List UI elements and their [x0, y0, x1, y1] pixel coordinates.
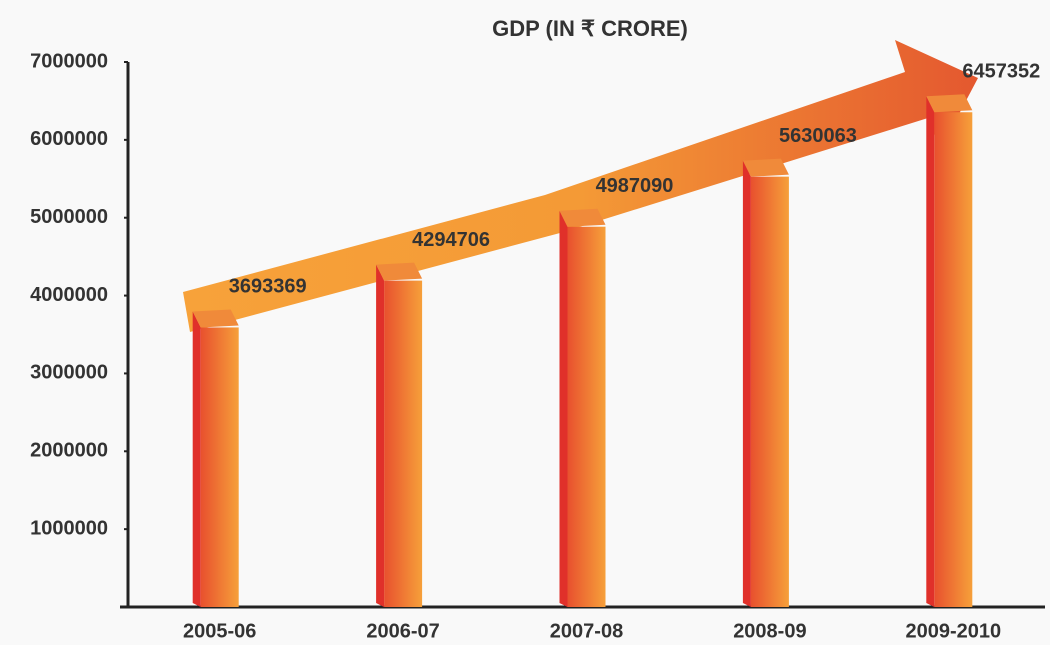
value-label: 4987090 — [596, 175, 674, 197]
y-tick-label: 5000000 — [30, 206, 108, 228]
bar — [568, 227, 606, 607]
bar-cap — [926, 94, 972, 112]
x-tick-label: 2006-07 — [366, 620, 439, 642]
x-tick-label: 2009-2010 — [905, 620, 1001, 642]
x-tick-label: 2007-08 — [550, 620, 623, 642]
value-label: 3693369 — [229, 276, 307, 298]
bar-side — [193, 311, 201, 607]
x-tick-label: 2005-06 — [183, 620, 256, 642]
x-tick-label: 2008-09 — [733, 620, 806, 642]
bar-cap — [376, 263, 422, 281]
bar — [751, 177, 789, 607]
value-label: 4294706 — [412, 229, 490, 251]
bar-side — [560, 211, 568, 607]
y-tick-label: 6000000 — [30, 128, 108, 150]
y-tick-label: 7000000 — [30, 50, 108, 72]
bar — [934, 112, 972, 607]
value-label: 6457352 — [962, 61, 1040, 83]
y-tick-label: 1000000 — [30, 517, 108, 539]
bar-side — [376, 265, 384, 607]
bar — [384, 281, 422, 607]
chart: GDP (IN ₹ CRORE) 1000000 2000000 3000000 40… — [0, 0, 1050, 645]
bar-side — [926, 96, 934, 607]
chart-title: GDP (IN ₹ CRORE) — [492, 16, 688, 41]
bar-side — [743, 161, 751, 607]
y-tick-label: 3000000 — [30, 362, 108, 384]
y-tick-label: 2000000 — [30, 440, 108, 462]
bar — [201, 327, 239, 607]
bar-cap — [193, 309, 239, 327]
value-label: 5630063 — [779, 125, 857, 147]
y-tick-label: 4000000 — [30, 284, 108, 306]
bar-cap — [743, 159, 789, 177]
bar-cap — [560, 209, 606, 227]
